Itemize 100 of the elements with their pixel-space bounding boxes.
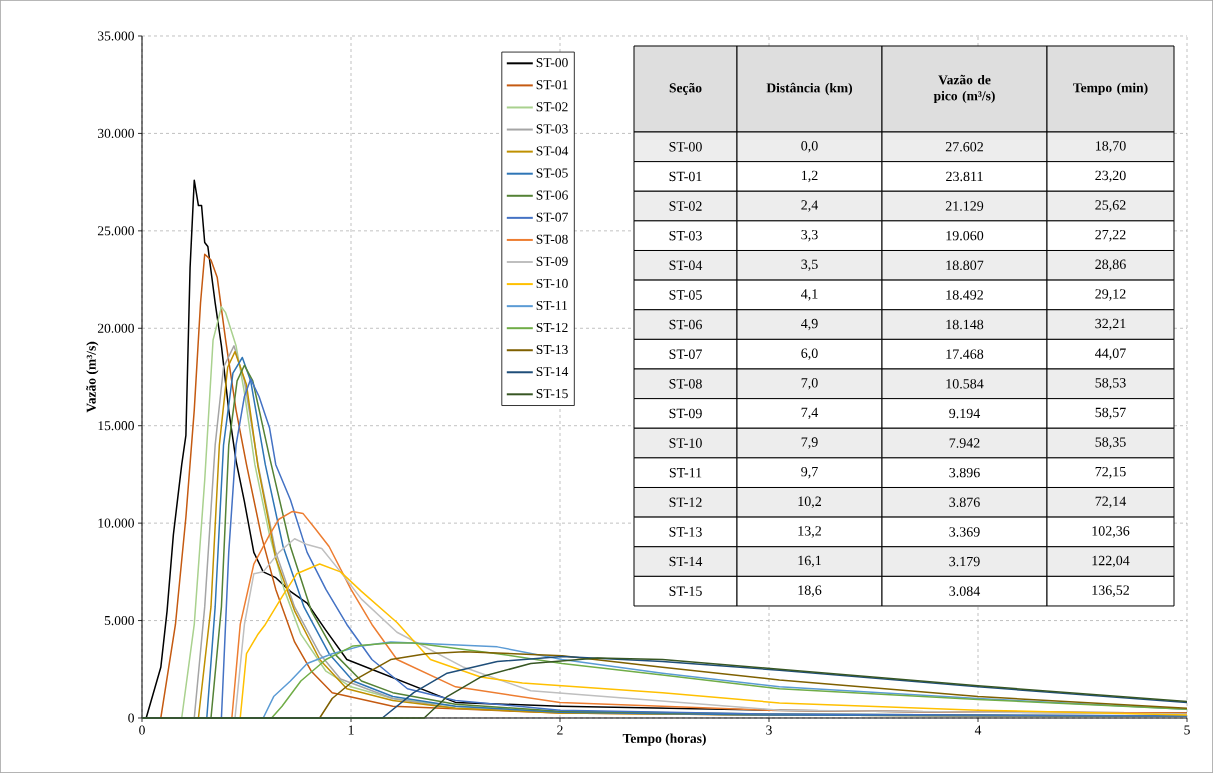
annotation: 58,35 — [1095, 437, 1126, 449]
y-tick-label: 15.000 — [98, 421, 134, 431]
annotation: 136,52 — [1092, 585, 1129, 597]
legend-label: ST-04 — [536, 146, 569, 156]
annotation: ST-03 — [669, 230, 702, 241]
annotation: ST-14 — [669, 556, 703, 567]
annotation: 7.942 — [949, 438, 980, 448]
annotation: ST-12 — [669, 497, 702, 508]
annotation: 3.369 — [949, 527, 980, 537]
annotation: Distância (km) — [766, 82, 853, 96]
annotation: ST-09 — [669, 408, 702, 419]
annotation: 122,04 — [1092, 555, 1130, 568]
annotation: 9,7 — [801, 466, 818, 479]
annotation: 3,3 — [801, 229, 818, 242]
annotation: 29,12 — [1095, 289, 1126, 301]
annotation: 3,5 — [801, 259, 818, 272]
annotation: Seção — [669, 82, 702, 96]
annotation: 18,70 — [1095, 141, 1126, 153]
annotation: ST-01 — [669, 171, 702, 182]
annotation: 27,22 — [1095, 229, 1126, 242]
annotation: 18,6 — [798, 585, 822, 597]
annotation: 102,36 — [1092, 526, 1130, 538]
annotation: 25,62 — [1095, 200, 1126, 212]
legend-label: ST-06 — [536, 190, 568, 200]
annotation: 9.194 — [949, 408, 981, 419]
legend-label: ST-09 — [536, 256, 568, 266]
annotation: 3.084 — [949, 586, 981, 596]
annotation: ST-06 — [669, 319, 702, 330]
annotation: 7,0 — [801, 378, 818, 390]
annotation: 2,4 — [801, 200, 819, 212]
annotation: ST-13 — [669, 527, 702, 537]
legend-label: ST-02 — [536, 102, 568, 112]
annotation: 10.584 — [946, 379, 984, 389]
annotation: 19.060 — [946, 230, 984, 241]
legend-label: ST-15 — [536, 389, 568, 399]
annotation: Tempo (min) — [1073, 82, 1148, 96]
x-tick-label: 0 — [139, 725, 145, 735]
legend-label: ST-07 — [536, 212, 568, 222]
annotation: 17.468 — [946, 349, 984, 359]
annotation: 23,20 — [1095, 170, 1126, 183]
legend-label: ST-01 — [536, 80, 568, 90]
annotation: ST-07 — [669, 349, 702, 359]
annotation: 27.602 — [945, 142, 983, 152]
annotation: 13,2 — [798, 526, 821, 538]
y-tick-label: 0 — [128, 713, 134, 723]
annotation: ST-10 — [669, 438, 702, 448]
annotation: 7,4 — [801, 407, 819, 420]
annotation: 58,53 — [1095, 378, 1126, 390]
annotation: 21.129 — [945, 201, 984, 211]
annotation: 16,1 — [798, 555, 821, 568]
annotation: 18.807 — [946, 260, 984, 271]
annotation: 10,2 — [798, 496, 821, 509]
annotation: ST-05 — [669, 290, 702, 300]
annotation: 0,0 — [801, 141, 818, 153]
y-tick-label: 5.000 — [104, 615, 134, 626]
y-tick-label: 25.000 — [97, 226, 134, 236]
x-tick-label: 1 — [348, 725, 354, 735]
x-tick-label: 2 — [557, 725, 563, 735]
x-axis-title: Tempo (horas) — [622, 733, 706, 746]
legend-label: ST-10 — [536, 278, 568, 288]
annotation: 1,2 — [801, 170, 818, 183]
annotation: ST-08 — [669, 379, 702, 389]
annotation: 7,9 — [801, 437, 818, 449]
legend-label: ST-03 — [536, 124, 568, 134]
annotation: 4,1 — [801, 289, 818, 301]
annotation: ST-00 — [669, 142, 702, 152]
legend-label: ST-05 — [536, 168, 568, 178]
annotation: 6,0 — [801, 348, 818, 360]
x-tick-label: 4 — [974, 725, 982, 735]
annotation: 18.492 — [946, 290, 983, 300]
legend-label: ST-12 — [536, 322, 568, 333]
annotation: 3.876 — [949, 497, 980, 508]
legend-label: ST-11 — [536, 300, 568, 310]
legend-label: ST-08 — [536, 234, 568, 244]
legend-label: ST-13 — [536, 345, 568, 355]
y-tick-label: 35.000 — [97, 31, 134, 41]
legend-label: ST-00 — [536, 58, 568, 68]
y-tick-label: 20.000 — [97, 323, 134, 333]
x-tick-label: 5 — [1184, 725, 1190, 735]
annotation: 18.148 — [946, 319, 984, 330]
annotation: Vazão de pico (m³/s) — [933, 74, 995, 104]
annotation: 4,9 — [801, 318, 818, 331]
y-tick-label: 30.000 — [97, 128, 134, 138]
annotation: 23.811 — [946, 171, 983, 182]
annotation: ST-11 — [669, 467, 702, 478]
annotation: ST-02 — [669, 201, 702, 211]
annotation: 58,57 — [1095, 407, 1126, 420]
legend-label: ST-14 — [536, 367, 569, 377]
annotation: 3.179 — [949, 556, 980, 567]
annotation: 72,15 — [1095, 466, 1126, 479]
annotation: 32,21 — [1095, 318, 1126, 331]
annotation: 28,86 — [1095, 259, 1126, 272]
annotation: 3.896 — [949, 467, 980, 478]
annotation: 72,14 — [1095, 496, 1127, 508]
y-tick-label: 10.000 — [98, 518, 134, 528]
annotation: 44,07 — [1095, 348, 1126, 360]
annotation: ST-04 — [669, 260, 703, 271]
y-axis-title: Vazão (m³/s) — [86, 341, 99, 413]
x-tick-label: 3 — [766, 725, 772, 735]
annotation: ST-15 — [669, 586, 702, 596]
